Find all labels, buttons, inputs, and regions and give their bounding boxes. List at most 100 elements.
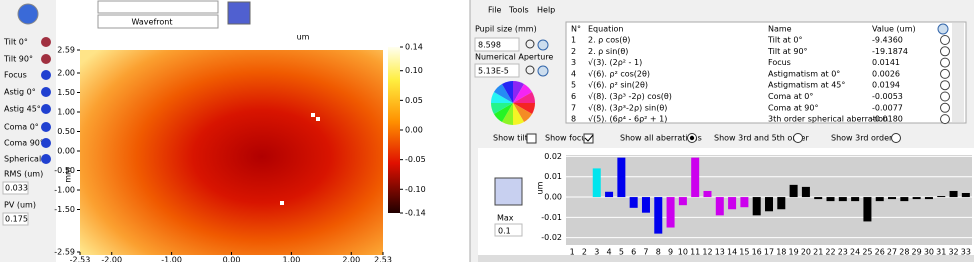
bar-y-label: um [536,181,545,194]
table-cell: 2. ρ sin(θ) [588,47,628,56]
item-icon[interactable] [41,70,51,80]
sidebar-item[interactable]: Coma 0° [4,123,39,132]
row-radio[interactable] [940,91,950,102]
pv-label: PV (um) [4,201,36,210]
dropdown-text: Wavefront [132,18,173,27]
option-label[interactable]: Show 3rd and 5th order [714,134,809,143]
table-cell: Focus [768,58,791,67]
checkbox[interactable] [526,133,537,144]
sidebar-item[interactable]: Tilt 0° [3,38,28,47]
wavefront-icon[interactable] [17,3,39,25]
option-label[interactable]: Show all aberrations [620,134,702,143]
bar [961,192,970,198]
row-radio[interactable] [940,35,950,45]
table-cell: 0.0194 [872,81,900,90]
item-icon[interactable] [41,54,51,64]
radio[interactable] [891,133,901,143]
row-radio[interactable] [940,46,950,57]
reset-icon[interactable] [537,65,549,77]
radio[interactable] [793,133,803,143]
x-axis-label: um [297,33,310,42]
bar [617,157,626,198]
row-radio[interactable] [940,80,950,91]
row-radio[interactable] [940,57,950,68]
y-tick-label: -2.59 [54,248,75,257]
x-tick-label: 1 [570,248,575,257]
option-label[interactable]: Show focus [545,134,590,143]
item-icon[interactable] [41,37,51,47]
table-cell: √(6). ρ² cos(2θ) [588,69,650,78]
bar [740,197,749,208]
x-tick-label: 30 [924,248,934,257]
bar [826,197,835,202]
x-tick-label: 13 [715,248,725,257]
menu-item[interactable]: Help [537,6,555,15]
3d-view-button[interactable] [227,1,251,25]
x-tick-label: 10 [678,248,688,257]
na-label: Numerical Aperture [475,53,553,62]
row-radio[interactable] [940,114,950,125]
sidebar-item[interactable]: Astig 45° [4,105,41,114]
item-icon[interactable] [41,154,51,164]
y-axis-label: mm [64,167,73,183]
x-tick-label: 21 [813,248,823,257]
menu-item[interactable]: File [488,6,501,15]
rms-field[interactable] [2,181,29,195]
color-bar-select[interactable] [97,0,219,14]
pupil-size-value: 8.598 [478,41,501,50]
bar [875,197,884,202]
sidebar-item[interactable]: Focus [4,71,27,80]
na-value: 5.13E-5 [478,67,509,76]
color-wheel [513,81,524,103]
wavefront-heatmap [80,50,383,255]
x-tick-label: 27 [887,248,897,257]
colorbar-label: -0.05 [405,155,426,164]
sidebar-item[interactable]: Tilt 90° [3,55,33,64]
table-cell: -19.1874 [872,47,908,56]
table-cell: 3th order spherical aberration [768,115,888,124]
pv-field[interactable] [2,212,29,226]
item-icon[interactable] [41,87,51,97]
header-icon[interactable] [937,23,949,35]
x-tick-label: 26 [875,248,885,257]
table-cell: 0.0141 [872,58,900,67]
x-tick-label: 19 [789,248,799,257]
y-tick-label: 0.01 [544,172,562,181]
x-tick-label: 1.00 [282,256,300,262]
x-tick-label: 24 [850,248,860,257]
item-icon[interactable] [41,104,51,114]
map-dropdown[interactable] [97,14,219,29]
y-tick-label: 2.00 [57,69,75,78]
y-tick-label: 1.50 [57,88,75,97]
item-icon[interactable] [41,138,51,148]
na-field[interactable] [474,63,520,78]
option-label[interactable]: Show tilts [493,134,532,143]
x-tick-label: 2.53 [374,256,392,262]
colorbar-label: -0.14 [405,209,426,218]
pupil-size-field[interactable] [474,37,520,52]
sidebar-item[interactable]: Spherical [4,155,41,164]
bar [641,197,650,213]
table-cell: -9.4360 [872,36,903,45]
item-icon[interactable] [41,122,51,132]
sidebar-item[interactable]: Coma 90° [4,139,44,148]
row-radio[interactable] [940,102,950,113]
table-cell: √(3). (2ρ² - 1) [588,58,642,67]
x-tick-label: 3 [594,248,599,257]
option-label[interactable]: Show 3rd order [831,134,893,143]
zoom-icon[interactable] [525,65,535,75]
row-radio[interactable] [940,68,950,79]
x-tick-label: 9 [668,248,673,257]
checkbox[interactable] [583,133,594,144]
chart-icon[interactable] [494,177,523,206]
menu-item[interactable]: Tools [508,6,529,15]
max-field[interactable] [494,223,523,237]
reset-icon[interactable] [537,39,549,51]
zoom-icon[interactable] [525,39,535,49]
sidebar-item[interactable]: Astig 0° [4,88,36,97]
bar [592,168,601,198]
y-tick-label: -1.00 [54,185,75,194]
scrollbar[interactable] [952,23,964,122]
x-tick-label: 18 [776,248,786,257]
